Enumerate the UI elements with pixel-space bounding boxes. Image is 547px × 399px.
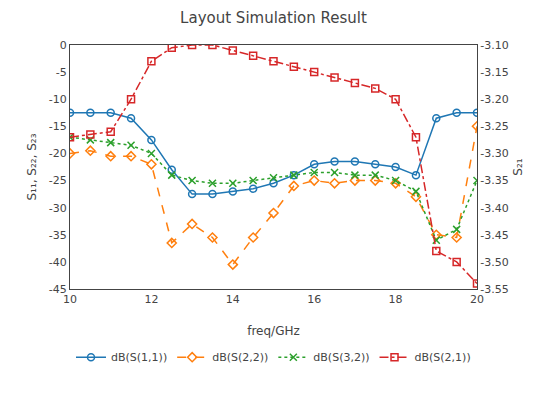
svg-text:-3.40: -3.40 xyxy=(480,202,508,215)
svg-text:20: 20 xyxy=(470,293,484,306)
svg-text:-10: -10 xyxy=(49,93,67,106)
svg-text:S₁₁, S₂₂, S₂₃: S₁₁, S₂₂, S₂₃ xyxy=(25,133,39,200)
svg-text:-35: -35 xyxy=(49,229,67,242)
svg-text:14: 14 xyxy=(226,293,240,306)
svg-text:dB(S(1,1)): dB(S(1,1)) xyxy=(111,351,167,364)
svg-text:-30: -30 xyxy=(49,202,67,215)
svg-text:-3.50: -3.50 xyxy=(480,256,508,269)
svg-text:-3.15: -3.15 xyxy=(480,66,508,79)
svg-text:-25: -25 xyxy=(49,174,67,187)
svg-text:S₂₁: S₂₁ xyxy=(511,158,525,175)
svg-text:Layout Simulation Result: Layout Simulation Result xyxy=(180,9,367,27)
svg-text:-3.10: -3.10 xyxy=(480,39,508,52)
svg-text:-5: -5 xyxy=(56,66,67,79)
svg-text:dB(S(2,1)): dB(S(2,1)) xyxy=(415,351,471,364)
svg-text:dB(S(3,2)): dB(S(3,2)) xyxy=(313,351,369,364)
svg-text:-3.30: -3.30 xyxy=(480,147,508,160)
svg-text:-45: -45 xyxy=(49,283,67,296)
svg-text:-3.25: -3.25 xyxy=(480,120,508,133)
svg-text:0: 0 xyxy=(60,39,67,52)
svg-text:18: 18 xyxy=(389,293,403,306)
svg-text:16: 16 xyxy=(307,293,321,306)
svg-text:-3.55: -3.55 xyxy=(480,283,508,296)
svg-text:-3.20: -3.20 xyxy=(480,93,508,106)
svg-text:-3.45: -3.45 xyxy=(480,229,508,242)
svg-text:12: 12 xyxy=(144,293,158,306)
svg-text:10: 10 xyxy=(63,293,77,306)
svg-text:-15: -15 xyxy=(49,120,67,133)
svg-text:-40: -40 xyxy=(49,256,67,269)
svg-text:-20: -20 xyxy=(49,147,67,160)
svg-text:dB(S(2,2)): dB(S(2,2)) xyxy=(212,351,268,364)
svg-text:freq/GHz: freq/GHz xyxy=(247,324,300,338)
svg-text:-3.35: -3.35 xyxy=(480,174,508,187)
